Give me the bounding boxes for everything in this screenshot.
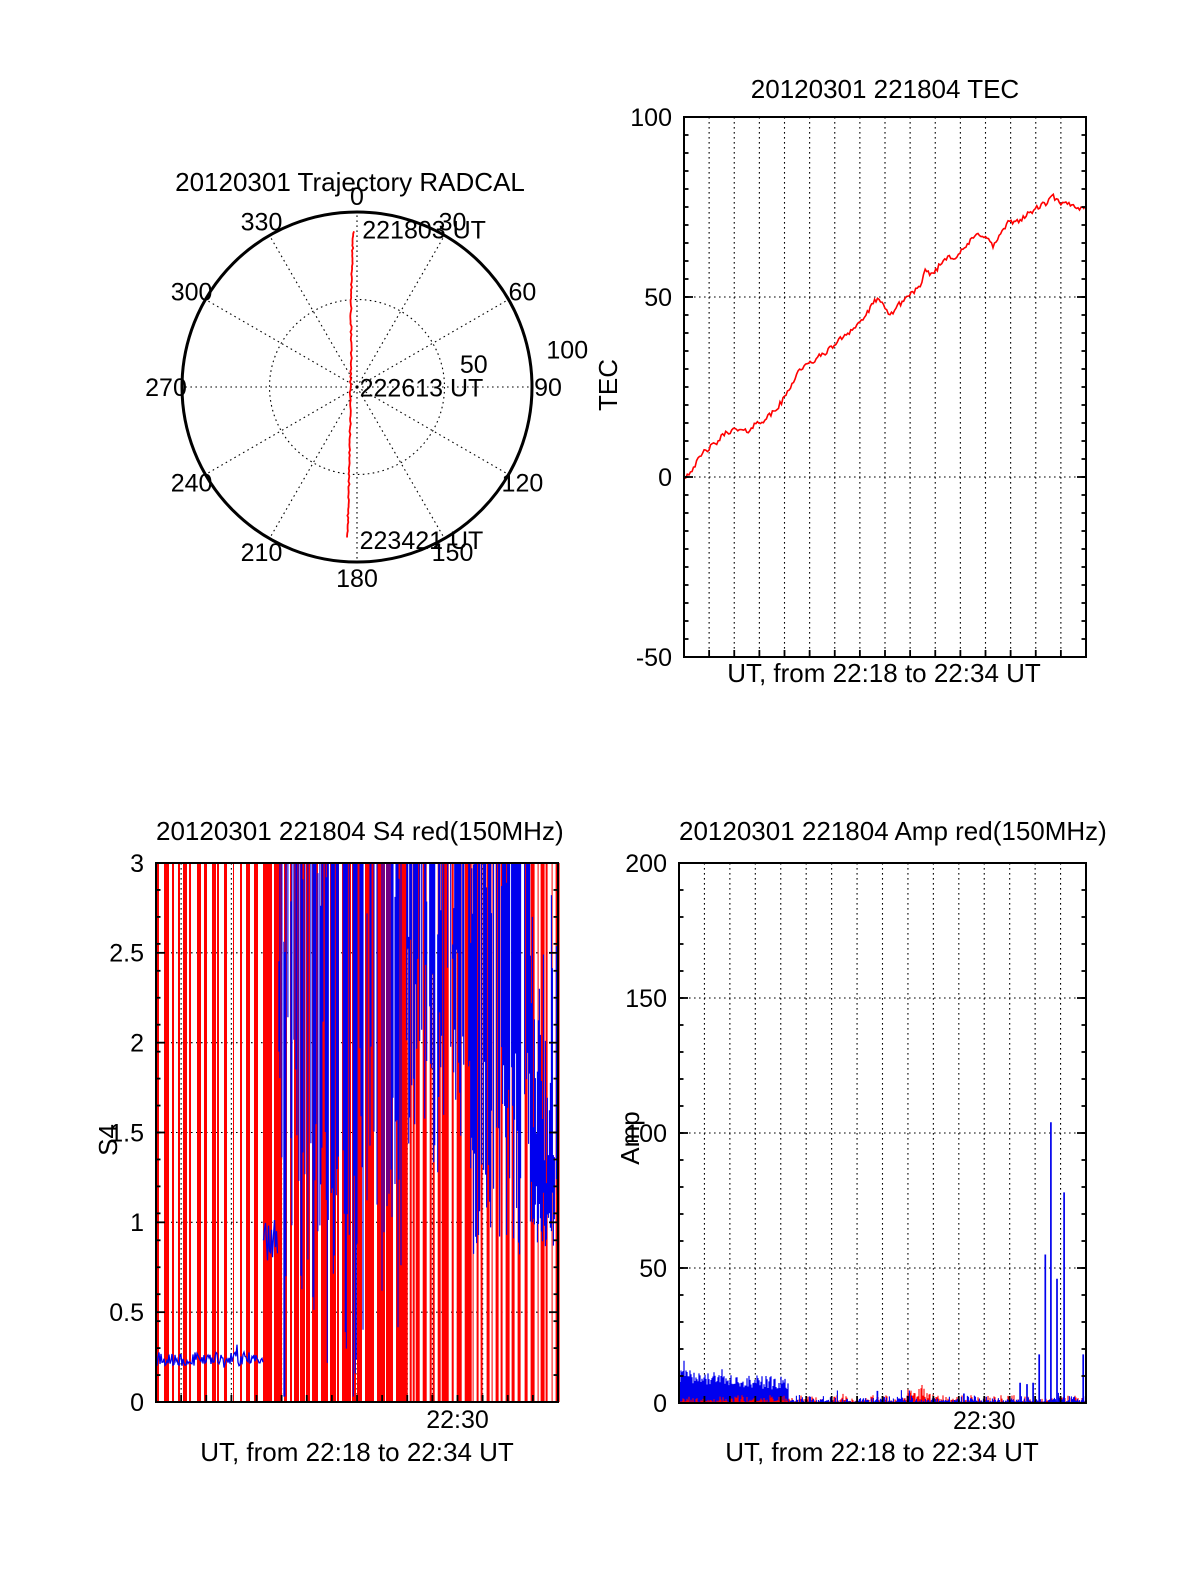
y-tick-label: 0 — [653, 1390, 667, 1418]
y-tick-label: 2.5 — [109, 940, 144, 968]
y-tick-label: 2 — [130, 1029, 144, 1057]
azimuth-label: 0 — [350, 183, 364, 211]
y-tick-label: 150 — [625, 985, 667, 1013]
polar-spoke — [356, 235, 445, 388]
s4-axes: 0 0.5 1 1.5 2 2.5 3 22:30 — [109, 850, 559, 1434]
azimuth-label: 300 — [171, 278, 213, 306]
y-tick-label: 100 — [625, 1120, 667, 1148]
polar-spoke — [356, 386, 509, 475]
azimuth-label: 150 — [432, 539, 474, 567]
azimuth-label: 210 — [241, 539, 283, 567]
azimuth-label: 90 — [534, 374, 562, 402]
tec-series-line — [683, 192, 1085, 480]
azimuth-label: 270 — [145, 374, 187, 402]
tec-axes: -50 0 50 100 — [630, 104, 1087, 672]
y-tick-label: 50 — [639, 1255, 667, 1283]
y-tick-label: 0 — [130, 1389, 144, 1417]
polar-spoke — [269, 235, 358, 388]
y-tick-label: 100 — [630, 104, 672, 132]
outer-radial-circle — [180, 210, 534, 564]
amp-axes: 0 50 100 150 200 22:30 — [625, 850, 1087, 1435]
azimuth-label: 180 — [336, 565, 378, 593]
s4-chart-svg: 0 0.5 1 1.5 2 2.5 3 22:30 — [109, 850, 560, 1434]
y-tick-label: 1.5 — [109, 1119, 144, 1147]
s4-blue-trace — [155, 1219, 279, 1368]
tec-xlabel: UT, from 22:18 to 22:34 UT — [727, 658, 1041, 688]
amp-chart-svg: 0 50 100 150 200 22:30 — [625, 850, 1087, 1435]
polar-spoke — [269, 386, 358, 539]
polar-spoke — [356, 299, 509, 388]
s4-blue-noise-columns — [278, 863, 558, 1397]
tec-chart-svg: -50 0 50 100 — [630, 104, 1087, 672]
trajectory-title: 20120301 Trajectory RADCAL — [175, 167, 525, 197]
radial-tick-label: 100 — [546, 337, 588, 365]
trajectory-line — [346, 231, 355, 538]
polar-spoke — [205, 386, 358, 475]
y-tick-label: 50 — [644, 284, 672, 312]
amp-blue-spikes — [876, 1122, 1085, 1403]
azimuth-label: 30 — [439, 208, 467, 236]
polar-spoke — [356, 386, 445, 539]
s4-title: 20120301 221804 S4 red(150MHz) — [156, 816, 564, 846]
inner-radial-circle — [268, 298, 446, 476]
tec-title: 20120301 221804 TEC — [750, 74, 1020, 104]
time-annotation: 221803 UT — [362, 216, 486, 244]
y-tick-label: 0 — [658, 464, 672, 492]
time-annotation: 222613 UT — [360, 375, 484, 403]
tec-grid — [684, 117, 1086, 657]
y-tick-label: 3 — [130, 850, 144, 878]
radial-tick-label: 50 — [460, 351, 488, 379]
amp-xlabel: UT, from 22:18 to 22:34 UT — [725, 1437, 1039, 1467]
y-tick-label: -50 — [636, 644, 672, 672]
x-tick-label: 22:30 — [953, 1407, 1016, 1435]
y-tick-label: 200 — [625, 850, 667, 878]
y-tick-label: 1 — [130, 1209, 144, 1237]
amp-grid — [679, 863, 1086, 1403]
trajectory-polar-chart-svg: 0306090120150180210240270300330501002218… — [145, 183, 588, 593]
amp-blue-band — [678, 1360, 789, 1403]
x-tick-label: 22:30 — [426, 1406, 489, 1434]
polar-spoke — [205, 299, 358, 388]
time-annotation: 223421 UT — [360, 527, 484, 555]
y-tick-label: 0.5 — [109, 1299, 144, 1327]
azimuth-label: 60 — [509, 278, 537, 306]
s4-xlabel: UT, from 22:18 to 22:34 UT — [200, 1437, 514, 1467]
amp-title: 20120301 221804 Amp red(150MHz) — [679, 816, 1107, 846]
